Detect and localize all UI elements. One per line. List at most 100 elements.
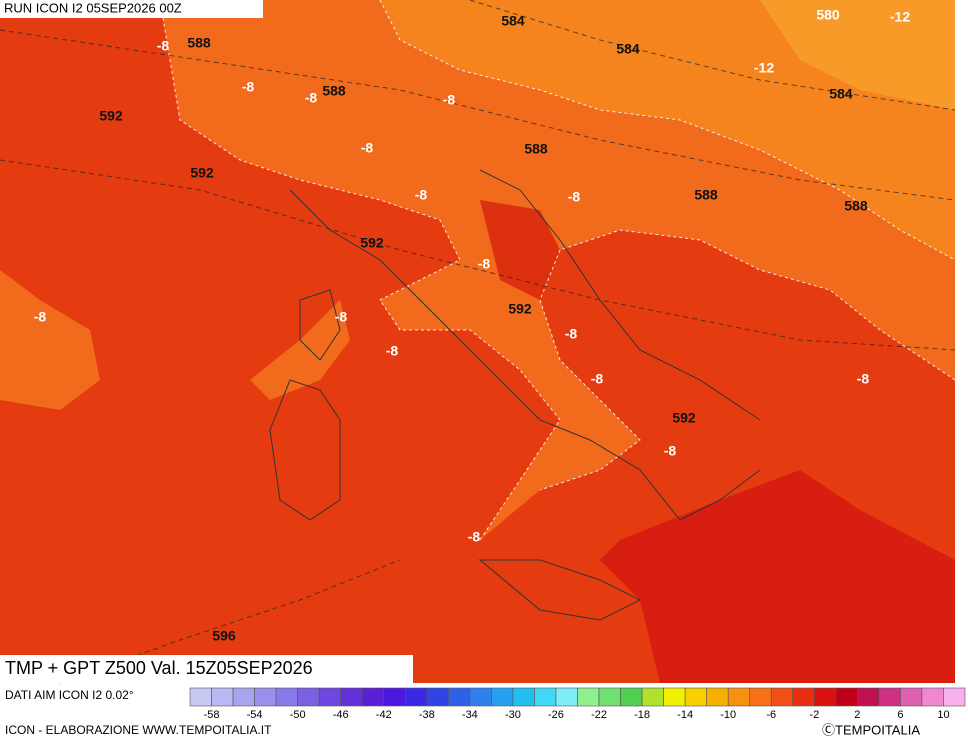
contour-label: -8: [34, 309, 47, 325]
contour-label: -12: [754, 60, 774, 76]
colorbar-label: -14: [677, 709, 693, 721]
colorbar: -58 -54 -50 -46 -42 -38 -34 -30 -26 -22 -18 -14 -10-…: [189, 687, 966, 721]
isotherm: [539, 229, 956, 491]
colorbar-swatch: [943, 687, 966, 707]
contour-label: 588: [694, 187, 718, 203]
colorbar-swatch: [232, 687, 255, 707]
contour-label: -8: [857, 371, 870, 387]
colorbar-swatch: [770, 687, 794, 707]
colorbar-swatch: [577, 687, 600, 707]
contour-label: -8: [664, 443, 677, 459]
contour-label: 584: [501, 13, 525, 29]
colorbar-label: 10: [937, 709, 949, 721]
colorbar-swatch: [706, 687, 729, 707]
colorbar-swatch: [534, 687, 557, 707]
contour-label: 588: [524, 141, 548, 157]
colorbar-swatch: [318, 687, 341, 707]
contour-label: 584: [616, 41, 640, 57]
colorbar-swatch: [835, 687, 858, 707]
coastline: [299, 289, 341, 361]
contour-label: 592: [672, 410, 696, 426]
contour-label: 588: [322, 83, 346, 99]
colorbar-swatch: [340, 687, 363, 707]
colorbar-swatch: [448, 687, 471, 707]
colorbar-label: -50: [290, 709, 306, 721]
temperature-area: [250, 300, 350, 400]
contour-label: -8: [305, 90, 318, 106]
colorbar-swatch: [857, 687, 880, 707]
height-contour: [0, 29, 956, 201]
contour-label: -8: [443, 92, 456, 108]
colorbar-label: 2: [854, 709, 860, 721]
colorbar-swatch: [684, 687, 707, 707]
temperature-area: [0, 270, 100, 410]
contour-label: 588: [844, 198, 868, 214]
colorbar-label: -42: [376, 709, 392, 721]
height-contour: [469, 0, 956, 111]
colorbar-label: -30: [505, 709, 521, 721]
colorbar-swatch: [598, 687, 621, 707]
colorbar-swatch: [792, 687, 815, 707]
run-label: RUN ICON I2 05SEP2026 00Z: [4, 0, 182, 15]
contour-label: -8: [478, 256, 491, 272]
contour-label: -8: [415, 187, 428, 203]
contour-label: 592: [360, 235, 384, 251]
contour-label: 592: [508, 301, 532, 317]
colorbar-swatch: [189, 687, 212, 707]
colorbar-swatch: [555, 687, 578, 707]
header-box: [0, 0, 263, 18]
colorbar-swatch: [469, 687, 492, 707]
contour-label: 584: [829, 86, 853, 102]
contour-label: 592: [99, 108, 123, 124]
colorbar-label: -46: [333, 709, 349, 721]
contour-label: -8: [591, 371, 604, 387]
colorbar-swatch: [620, 687, 643, 707]
contour-label: -8: [468, 529, 481, 545]
contour-label: -12: [890, 9, 910, 25]
contour-label: -8: [361, 140, 374, 156]
colorbar-swatch: [361, 687, 385, 707]
isotherm: [159, 0, 561, 541]
coastline: [269, 379, 341, 521]
colorbar-swatch: [814, 687, 837, 707]
temperature-area: [760, 0, 955, 110]
temperature-area: [600, 470, 955, 683]
coastline: [479, 169, 761, 421]
contour-label: 580: [816, 7, 840, 23]
colorbar-swatch: [404, 687, 428, 707]
colorbar-label: -34: [462, 709, 478, 721]
colorbar-swatch: [211, 687, 234, 707]
height-contour: [0, 159, 956, 351]
colorbar-swatch: [749, 687, 772, 707]
coastline: [289, 189, 761, 521]
title-box: [0, 655, 413, 683]
contour-label: -8: [386, 343, 399, 359]
contour-label: 596: [212, 628, 236, 644]
contour-label: 588: [187, 35, 211, 51]
colorbar-swatch: [491, 687, 514, 707]
colorbar-swatch: [297, 687, 320, 707]
colorbar-label: 6: [897, 709, 903, 721]
contour-label: -8: [568, 189, 581, 205]
colorbar-label: -2: [809, 709, 819, 721]
isotherm: [379, 0, 956, 261]
colorbar-label: -18: [634, 709, 650, 721]
colorbar-swatch: [900, 687, 923, 707]
colorbar-swatch: [921, 687, 944, 707]
colorbar-swatch: [426, 687, 449, 707]
colorbar-swatch: [663, 687, 686, 707]
colorbar-label: -54: [247, 709, 263, 721]
colorbar-swatch: [878, 687, 901, 707]
colorbar-swatch: [727, 687, 751, 707]
coastline: [478, 559, 642, 621]
contour-label: -8: [565, 326, 578, 342]
source-label: DATI AIM ICON I2 0.02°: [5, 688, 134, 702]
colorbar-swatch: [275, 687, 298, 707]
contour-label: 592: [190, 165, 214, 181]
contour-label: -8: [335, 309, 348, 325]
colorbar-swatch: [254, 687, 277, 707]
colorbar-label: -58: [204, 709, 220, 721]
